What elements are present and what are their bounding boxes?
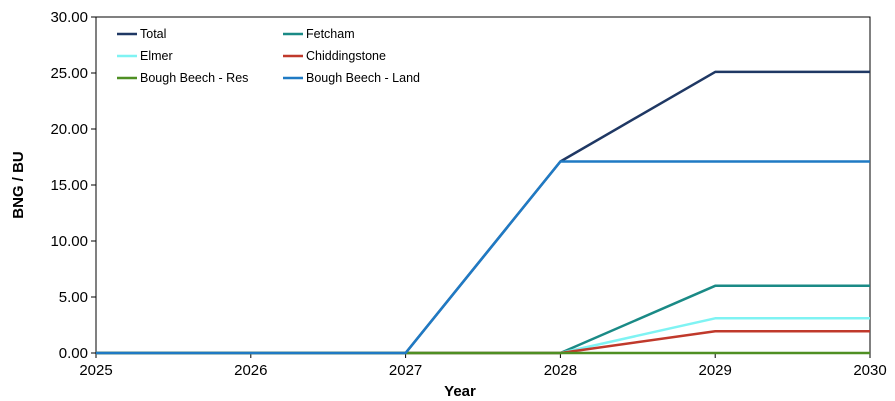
legend-label: Bough Beech - Land [306,71,420,85]
legend-label: Chiddingstone [306,49,386,63]
x-tick-label: 2027 [389,362,422,379]
y-axis-title: BNG / BU [10,151,27,219]
legend-label: Elmer [140,49,173,63]
series-lines [96,70,870,355]
y-tick-label: 20.00 [50,121,88,138]
legend: Total Fetcham Elmer Chiddingstone Bough Beec… [117,27,420,85]
plot-border [95,16,871,354]
legend-label: Fetcham [306,27,355,41]
y-tick-label: 5.00 [59,289,88,306]
x-tick-label: 2030 [853,362,886,379]
series-line-bough-beech-land [96,160,870,355]
x-axis: 2025 2026 2027 2028 2029 2030 [79,353,887,379]
y-tick-label: 10.00 [50,233,88,250]
series-line-total [96,70,870,355]
legend-label: Total [140,27,166,41]
y-tick-label: 30.00 [50,9,88,26]
x-tick-label: 2025 [79,362,112,379]
legend-label: Bough Beech - Res [140,71,248,85]
plot-area [95,16,871,354]
series-line-chiddingstone [96,329,870,355]
y-tick-label: 0.00 [59,345,88,362]
y-tick-label: 25.00 [50,65,88,82]
x-tick-label: 2028 [544,362,577,379]
series-line-elmer [96,317,870,355]
y-axis: 0.00 5.00 10.00 15.00 20.00 25.00 30.00 [50,9,96,362]
x-tick-label: 2029 [699,362,732,379]
x-tick-label: 2026 [234,362,267,379]
y-tick-label: 15.00 [50,177,88,194]
x-axis-title: Year [444,383,476,400]
